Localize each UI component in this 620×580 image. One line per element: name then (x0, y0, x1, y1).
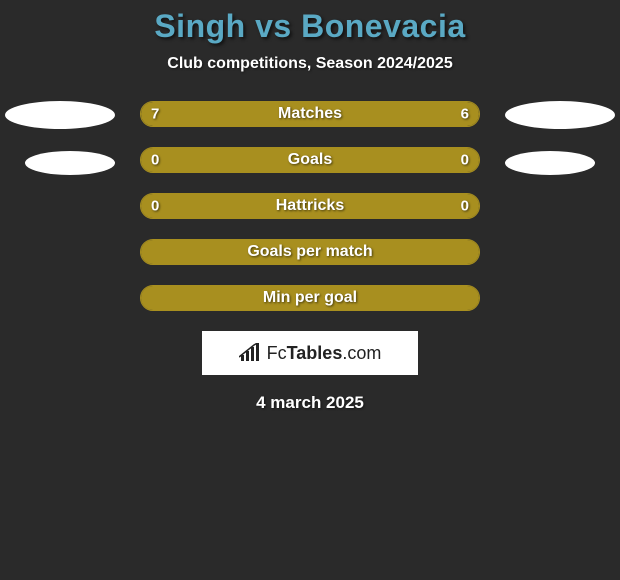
stat-row: Goals per match (140, 239, 480, 265)
player-bubble-left-2 (25, 151, 115, 175)
stat-row: 7 6 Matches (140, 101, 480, 127)
player-bubble-right-1 (505, 101, 615, 129)
subtitle: Club competitions, Season 2024/2025 (0, 55, 620, 73)
stat-value-left: 0 (151, 198, 159, 215)
stat-value-left: 0 (151, 152, 159, 169)
brand-text: FcTables.com (267, 343, 382, 364)
stat-label: Hattricks (276, 197, 344, 215)
stat-label: Goals (288, 151, 332, 169)
date-label: 4 march 2025 (0, 393, 620, 413)
stat-label: Goals per match (247, 243, 372, 261)
stat-row: 0 0 Goals (140, 147, 480, 173)
player-bubble-left-1 (5, 101, 115, 129)
stat-row: Min per goal (140, 285, 480, 311)
stat-label: Matches (278, 105, 342, 123)
brand-logo: FcTables.com (202, 331, 418, 375)
stat-value-right: 6 (461, 106, 469, 123)
stats-area: 7 6 Matches 0 0 Goals 0 0 Hattricks Goals per mat… (0, 101, 620, 311)
stat-value-left: 7 (151, 106, 159, 123)
bar-right (323, 102, 479, 126)
stat-label: Min per goal (263, 289, 357, 307)
player-bubble-right-2 (505, 151, 595, 175)
comparison-card: Singh vs Bonevacia Club competitions, Se… (0, 0, 620, 413)
stat-rows: 7 6 Matches 0 0 Goals 0 0 Hattricks Goals per mat… (140, 101, 480, 311)
stat-row: 0 0 Hattricks (140, 193, 480, 219)
chart-icon (239, 343, 263, 363)
stat-value-right: 0 (461, 152, 469, 169)
page-title: Singh vs Bonevacia (0, 8, 620, 45)
stat-value-right: 0 (461, 198, 469, 215)
